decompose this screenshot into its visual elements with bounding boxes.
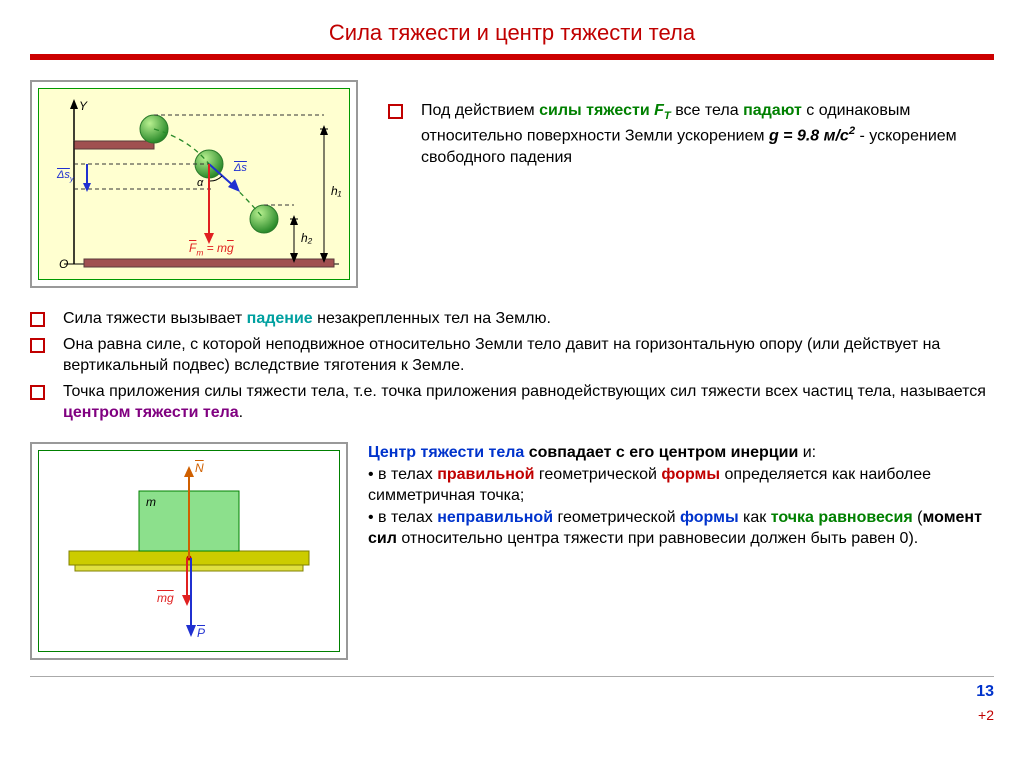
footer-rule: [30, 676, 994, 677]
fig1-y-label: Y: [79, 99, 87, 113]
bullet-mid-list: Сила тяжести вызывает падение незакрепле…: [30, 308, 994, 424]
fig1-alpha-label: α: [197, 177, 203, 189]
title-rule: [30, 54, 994, 60]
page-number: 13: [30, 683, 994, 701]
fig1-h2-label: h₂: [301, 231, 312, 245]
figure-2-frame: N m mg P: [30, 442, 348, 660]
fig1-force-label: Fт = mg: [189, 241, 234, 257]
bullet-top-item: Под действием силы тяжести FТ все тела п…: [388, 100, 994, 169]
box3-text: Центр тяжести тела совпадает с его центр…: [368, 442, 994, 550]
page-title: Сила тяжести и центр тяжести тела: [30, 20, 994, 46]
fig2-mg-label: mg: [157, 591, 174, 605]
bullet-top: Под действием силы тяжести FТ все тела п…: [388, 100, 994, 173]
bullet-mid-3: Точка приложения силы тяжести тела, т.е.…: [30, 381, 994, 424]
fig1-dsy-label: Δsy: [57, 169, 74, 183]
figure-1: Y O h₁ h₂ Δsy Δs α Fт = mg: [38, 88, 350, 280]
page-plus: +2: [30, 707, 994, 723]
bullet-mid-1: Сила тяжести вызывает падение незакрепле…: [30, 308, 994, 330]
fig2-m-label: m: [146, 495, 156, 509]
fig1-o-label: O: [59, 257, 68, 271]
figure-1-frame: Y O h₁ h₂ Δsy Δs α Fт = mg: [30, 80, 358, 288]
bullet-mid-2: Она равна силе, с которой неподвижное от…: [30, 334, 994, 377]
fig1-h1-label: h₁: [331, 184, 341, 198]
fig2-p-label: P: [197, 626, 205, 640]
fig2-n-label: N: [195, 461, 204, 475]
figure-2: N m mg P: [38, 450, 340, 652]
fig1-ds-label: Δs: [234, 162, 247, 174]
